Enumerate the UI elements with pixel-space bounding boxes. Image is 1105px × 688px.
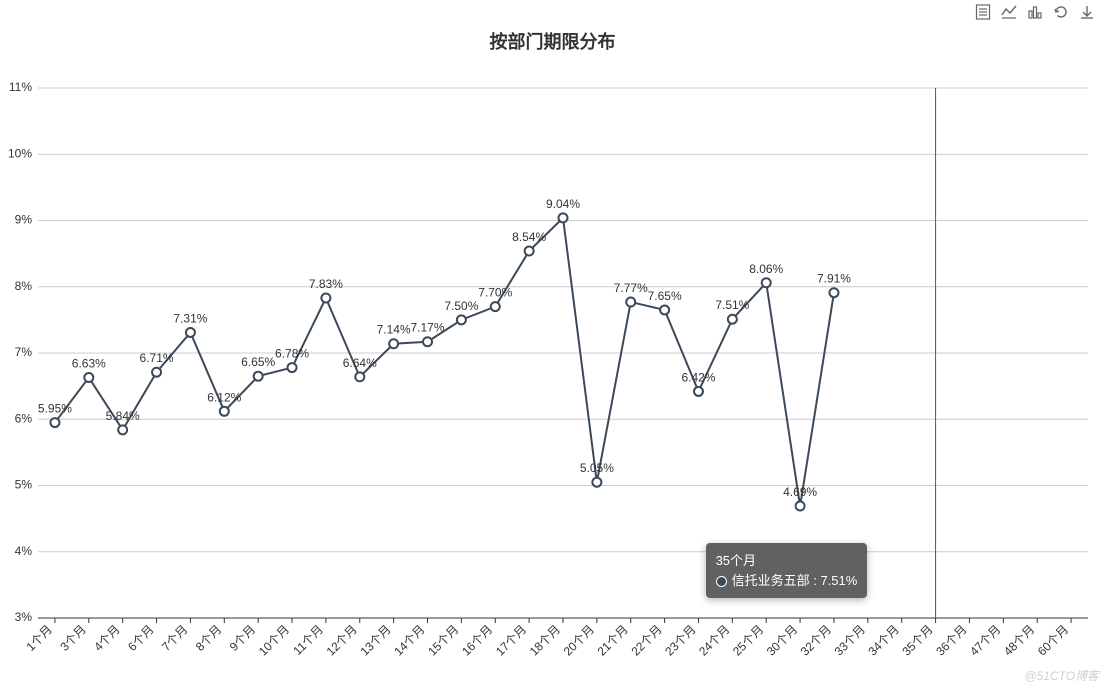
data-point[interactable] <box>220 407 229 416</box>
svg-text:14个月: 14个月 <box>391 622 427 658</box>
svg-text:13个月: 13个月 <box>357 622 393 658</box>
svg-text:23个月: 23个月 <box>662 622 698 658</box>
svg-text:32个月: 32个月 <box>798 622 834 658</box>
svg-text:6.78%: 6.78% <box>275 347 309 361</box>
svg-text:1个月: 1个月 <box>23 622 55 654</box>
data-point[interactable] <box>829 288 838 297</box>
svg-text:17个月: 17个月 <box>493 622 529 658</box>
data-point[interactable] <box>525 246 534 255</box>
data-point[interactable] <box>694 387 703 396</box>
svg-text:8.54%: 8.54% <box>512 230 546 244</box>
svg-text:6.64%: 6.64% <box>343 356 377 370</box>
svg-text:48个月: 48个月 <box>1001 622 1037 658</box>
line-chart: 3% 4% 5% 6% 7% 8% 9% 10% 11% 1个月3个月4个月6个月7个月8个月9个… <box>0 0 1105 688</box>
svg-text:21个月: 21个月 <box>595 622 631 658</box>
svg-text:7.83%: 7.83% <box>309 277 343 291</box>
data-point[interactable] <box>186 328 195 337</box>
svg-text:5.05%: 5.05% <box>580 461 614 475</box>
svg-text:34个月: 34个月 <box>866 622 902 658</box>
data-point[interactable] <box>796 502 805 511</box>
svg-text:5.84%: 5.84% <box>106 409 140 423</box>
data-point[interactable] <box>457 315 466 324</box>
svg-text:15个月: 15个月 <box>425 622 461 658</box>
svg-text:7.17%: 7.17% <box>411 321 445 335</box>
svg-text:7%: 7% <box>15 345 33 359</box>
svg-text:7.65%: 7.65% <box>648 289 682 303</box>
svg-text:5%: 5% <box>15 478 33 492</box>
data-point[interactable] <box>559 213 568 222</box>
svg-text:6个月: 6个月 <box>125 622 157 654</box>
data-point[interactable] <box>118 425 127 434</box>
svg-text:47个月: 47个月 <box>967 622 1003 658</box>
svg-text:6.12%: 6.12% <box>207 390 241 404</box>
svg-text:33个月: 33个月 <box>832 622 868 658</box>
data-point[interactable] <box>626 297 635 306</box>
svg-text:6%: 6% <box>15 411 33 425</box>
svg-text:20个月: 20个月 <box>561 622 597 658</box>
svg-text:3个月: 3个月 <box>57 622 89 654</box>
svg-text:7个月: 7个月 <box>159 622 191 654</box>
svg-text:12个月: 12个月 <box>324 622 360 658</box>
svg-text:36个月: 36个月 <box>933 622 969 658</box>
svg-text:4个月: 4个月 <box>91 622 123 654</box>
svg-text:5.95%: 5.95% <box>38 402 72 416</box>
svg-text:10个月: 10个月 <box>256 622 292 658</box>
svg-text:7.14%: 7.14% <box>377 323 411 337</box>
data-point[interactable] <box>288 363 297 372</box>
svg-text:18个月: 18个月 <box>527 622 563 658</box>
svg-text:7.51%: 7.51% <box>715 298 749 312</box>
data-point[interactable] <box>152 368 161 377</box>
data-point[interactable] <box>592 478 601 487</box>
data-point[interactable] <box>254 372 263 381</box>
svg-text:7.77%: 7.77% <box>614 281 648 295</box>
svg-text:7.70%: 7.70% <box>478 286 512 300</box>
svg-text:25个月: 25个月 <box>730 622 766 658</box>
svg-text:8%: 8% <box>15 279 33 293</box>
svg-text:10%: 10% <box>8 146 32 160</box>
svg-text:7.50%: 7.50% <box>444 299 478 313</box>
data-point[interactable] <box>660 305 669 314</box>
svg-text:4%: 4% <box>15 544 33 558</box>
svg-text:11%: 11% <box>9 80 32 94</box>
svg-text:24个月: 24个月 <box>696 622 732 658</box>
data-point[interactable] <box>728 315 737 324</box>
svg-text:6.65%: 6.65% <box>241 355 275 369</box>
data-point[interactable] <box>355 372 364 381</box>
svg-text:7.91%: 7.91% <box>817 272 851 286</box>
svg-text:3%: 3% <box>15 610 33 624</box>
data-point[interactable] <box>84 373 93 382</box>
svg-text:4.69%: 4.69% <box>783 485 817 499</box>
data-point[interactable] <box>762 278 771 287</box>
svg-text:60个月: 60个月 <box>1035 622 1071 658</box>
svg-text:9.04%: 9.04% <box>546 197 580 211</box>
data-point[interactable] <box>389 339 398 348</box>
data-point[interactable] <box>321 294 330 303</box>
svg-text:8.06%: 8.06% <box>749 262 783 276</box>
svg-text:11个月: 11个月 <box>290 622 326 658</box>
svg-text:8个月: 8个月 <box>193 622 225 654</box>
svg-text:9%: 9% <box>15 213 33 227</box>
data-point[interactable] <box>491 302 500 311</box>
data-point[interactable] <box>423 337 432 346</box>
svg-text:6.42%: 6.42% <box>681 370 715 384</box>
svg-text:6.63%: 6.63% <box>72 357 106 371</box>
svg-text:9个月: 9个月 <box>227 622 259 654</box>
data-point[interactable] <box>50 418 59 427</box>
svg-text:22个月: 22个月 <box>628 622 664 658</box>
svg-text:30个月: 30个月 <box>764 622 800 658</box>
svg-text:16个月: 16个月 <box>459 622 495 658</box>
svg-text:7.31%: 7.31% <box>173 311 207 325</box>
svg-text:6.71%: 6.71% <box>140 351 174 365</box>
svg-text:35个月: 35个月 <box>899 622 935 658</box>
